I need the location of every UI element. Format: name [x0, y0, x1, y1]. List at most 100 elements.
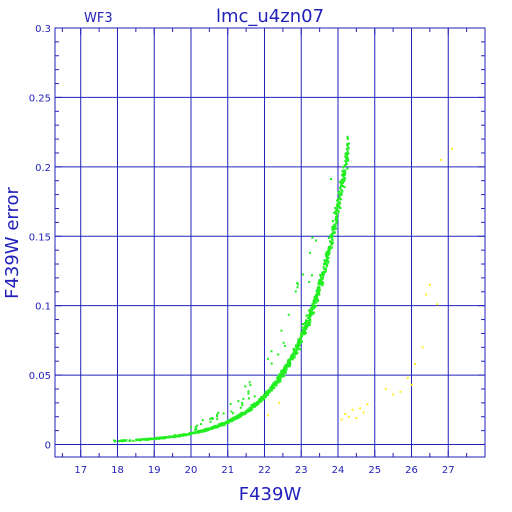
star-point	[334, 224, 337, 227]
star-point	[344, 155, 347, 158]
star-point	[299, 348, 302, 351]
star-point	[291, 355, 294, 358]
star-point	[199, 423, 202, 426]
star-point	[347, 152, 350, 155]
star-point	[138, 438, 141, 441]
star-point	[292, 353, 295, 356]
star-point	[332, 228, 335, 231]
star-point	[195, 428, 198, 431]
star-point	[282, 369, 285, 372]
star-point	[298, 343, 301, 346]
star-point	[340, 194, 343, 197]
star-point	[277, 353, 280, 356]
outlier-point	[344, 412, 347, 415]
star-point	[323, 263, 326, 266]
star-point	[221, 424, 224, 427]
star-point	[209, 420, 212, 423]
star-point	[128, 439, 131, 442]
data-points	[113, 135, 453, 443]
star-point	[249, 409, 252, 412]
x-tick-label: 22	[258, 465, 271, 476]
star-point	[139, 439, 142, 442]
star-point	[287, 313, 290, 316]
star-point	[125, 439, 128, 442]
outlier-point	[399, 390, 402, 393]
star-point	[322, 266, 325, 269]
star-point	[309, 312, 312, 315]
star-point	[136, 438, 139, 441]
corner-label: WF3	[84, 11, 113, 26]
star-point	[327, 237, 330, 240]
star-point	[319, 274, 322, 277]
star-point	[324, 252, 327, 255]
star-point	[318, 283, 321, 286]
star-point	[255, 404, 258, 407]
star-point	[311, 308, 314, 311]
star-point	[198, 430, 201, 433]
star-point	[142, 438, 145, 441]
star-point	[302, 323, 305, 326]
star-point	[340, 185, 343, 188]
axis-ticks: 17 18 19 20 21 22 23 24 25 26 27 0 0.05 0.1 0.15 0.2 0.2…	[29, 24, 486, 476]
star-point	[266, 357, 269, 360]
star-point	[188, 432, 191, 435]
x-tick-label: 21	[221, 465, 234, 476]
star-point	[310, 311, 313, 314]
y-tick-label: 0.05	[29, 371, 51, 382]
star-point	[148, 437, 151, 440]
star-point	[341, 179, 344, 182]
star-point	[327, 256, 330, 259]
star-point	[308, 323, 311, 326]
star-point	[294, 345, 297, 348]
x-tick-label: 27	[442, 465, 455, 476]
star-point	[315, 293, 318, 296]
star-point	[310, 274, 313, 277]
star-point	[324, 260, 327, 263]
star-point	[302, 328, 305, 331]
star-point	[325, 254, 328, 257]
star-point	[284, 370, 287, 373]
star-point	[282, 371, 285, 374]
star-point	[330, 241, 333, 244]
star-point	[157, 437, 160, 440]
star-point	[201, 419, 204, 422]
star-point	[343, 164, 346, 167]
star-point	[319, 281, 322, 284]
star-point	[313, 301, 316, 304]
star-point	[315, 289, 318, 292]
star-point	[339, 187, 342, 190]
star-point	[335, 222, 338, 225]
star-point	[209, 427, 212, 430]
star-point	[326, 259, 329, 262]
star-point	[196, 430, 199, 433]
star-point	[299, 336, 302, 339]
star-point	[317, 291, 320, 294]
star-point	[277, 379, 280, 382]
star-point	[293, 353, 296, 356]
star-point	[332, 225, 335, 228]
star-point	[340, 189, 343, 192]
star-point	[338, 190, 341, 193]
star-point	[344, 160, 347, 163]
star-point	[282, 368, 285, 371]
star-point	[341, 170, 344, 173]
star-point	[313, 297, 316, 300]
star-point	[341, 190, 344, 193]
star-point	[303, 331, 306, 334]
star-point	[328, 246, 331, 249]
star-point	[327, 254, 330, 257]
star-point	[206, 429, 209, 432]
star-point	[209, 417, 212, 420]
star-point	[307, 314, 310, 317]
star-point	[225, 421, 228, 424]
star-point	[222, 423, 225, 426]
star-point	[343, 177, 346, 180]
star-point	[265, 395, 268, 398]
star-point	[174, 435, 177, 438]
star-point	[200, 429, 203, 432]
star-point	[150, 437, 153, 440]
star-point	[336, 199, 339, 202]
star-point	[246, 408, 249, 411]
x-axis-label: F439W	[239, 484, 302, 505]
star-point	[299, 341, 302, 344]
